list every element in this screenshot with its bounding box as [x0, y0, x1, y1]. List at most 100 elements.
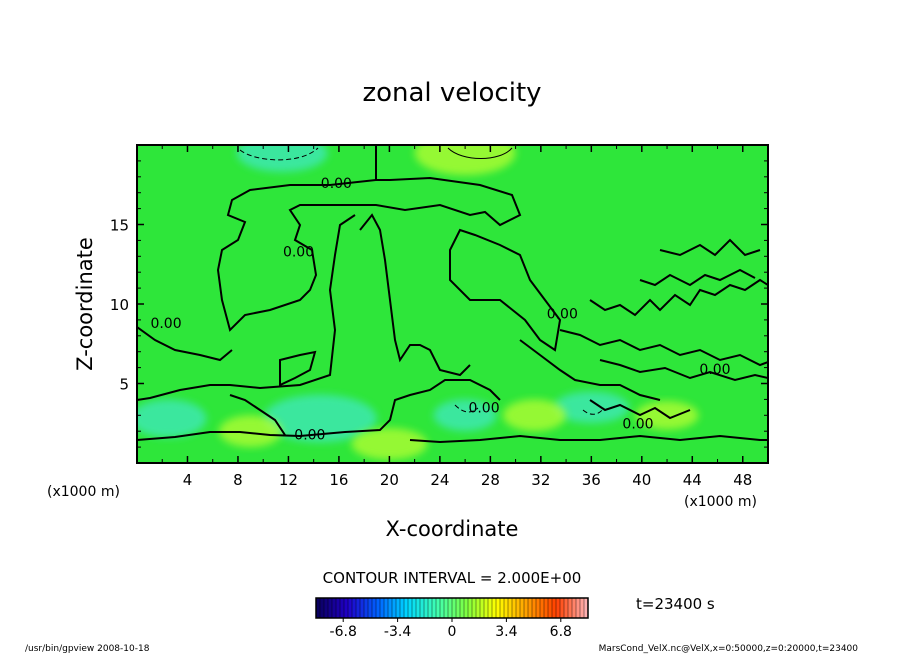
- positive-contours: [447, 147, 513, 159]
- feature-negative: [263, 394, 377, 443]
- colorbar-cell: [516, 598, 521, 618]
- x-tick-label: 12: [279, 471, 298, 489]
- contour-label: 0.00: [150, 316, 181, 332]
- colorbar-cell: [496, 598, 501, 618]
- feature-positive: [502, 399, 567, 432]
- colorbar-cell: [352, 598, 357, 618]
- colorbar-cell: [364, 598, 369, 618]
- colorbar-cell: [384, 598, 389, 618]
- colorbar-cell: [572, 598, 577, 618]
- colorbar-cell: [548, 598, 553, 618]
- colorbar-cell: [412, 598, 417, 618]
- colorbar-cell: [584, 598, 589, 618]
- colorbar-cell: [424, 598, 429, 618]
- colorbar-cell: [340, 598, 345, 618]
- colorbar-cell: [360, 598, 365, 618]
- colorbar-cell: [560, 598, 565, 618]
- contour-interval-text: CONTOUR INTERVAL = 2.000E+00: [323, 569, 582, 587]
- colorbar-cell: [540, 598, 545, 618]
- time-label: t=23400 s: [636, 595, 715, 613]
- colorbar-cell: [544, 598, 549, 618]
- colorbar-cell: [580, 598, 585, 618]
- colorbar-cell: [500, 598, 505, 618]
- colorbar-cell: [320, 598, 325, 618]
- feature-positive: [414, 145, 516, 176]
- y-axis-label: Z-coordinate: [73, 237, 97, 371]
- colorbar-cell: [456, 598, 461, 618]
- colorbar-cell: [420, 598, 425, 618]
- colorbar-tick-label: -6.8: [330, 624, 357, 640]
- x-tick-label: 24: [430, 471, 449, 489]
- zero-contours: [137, 145, 768, 444]
- colorbar-cell: [416, 598, 421, 618]
- colorbar-tick-label: 0: [448, 624, 457, 640]
- colorbar-cell: [404, 598, 409, 618]
- colorbar-tick-label: 3.4: [495, 624, 517, 640]
- contour-label: 0.00: [321, 176, 352, 192]
- feature-negative: [137, 399, 207, 438]
- colorbar-cell: [464, 598, 469, 618]
- x-tick-label: 32: [531, 471, 550, 489]
- colorbar-cell: [380, 598, 385, 618]
- x-tick-label: 28: [481, 471, 500, 489]
- colorbar-tick-label: 6.8: [550, 624, 572, 640]
- x-axis-ticks: 4 8 12 16 20 24 28 32 36 40 44 48: [161, 145, 752, 489]
- colorbar-cell: [440, 598, 445, 618]
- contour-label: 0.00: [547, 307, 578, 323]
- x-tick-label: 16: [329, 471, 348, 489]
- x-tick-label: 40: [632, 471, 651, 489]
- colorbar-cell: [408, 598, 413, 618]
- colorbar-cell: [324, 598, 329, 618]
- colorbar-cell: [388, 598, 393, 618]
- x-unit-left: (x1000 m): [47, 484, 120, 500]
- y-tick-label: 15: [110, 217, 129, 235]
- colorbar-cell: [468, 598, 473, 618]
- colorbar-cell: [444, 598, 449, 618]
- colorbar-cell: [576, 598, 581, 618]
- y-axis-ticks: 5 10 15: [110, 160, 768, 448]
- colorbar-cell: [532, 598, 537, 618]
- colorbar-cell: [508, 598, 513, 618]
- feature-negative: [553, 391, 630, 424]
- colorbar-cell: [392, 598, 397, 618]
- x-tick-label: 36: [582, 471, 601, 489]
- feature-negative: [236, 145, 328, 173]
- colorbar-cell: [488, 598, 493, 618]
- colorbar-cell: [564, 598, 569, 618]
- footer-left: /usr/bin/gpview 2008-10-18: [25, 644, 150, 654]
- velocity-features: [137, 145, 699, 460]
- colorbar-cell: [436, 598, 441, 618]
- colorbar-cell: [448, 598, 453, 618]
- x-axis-label: X-coordinate: [386, 517, 519, 541]
- colorbar-cell: [428, 598, 433, 618]
- colorbar-cell: [568, 598, 573, 618]
- colorbar-cell: [396, 598, 401, 618]
- colorbar-cell: [476, 598, 481, 618]
- colorbar-cell: [372, 598, 377, 618]
- contour-label: 0.00: [699, 362, 730, 378]
- colorbar-cell: [328, 598, 333, 618]
- colorbar-cell: [480, 598, 485, 618]
- colorbar-ticks: -6.8 -3.4 0 3.4 6.8: [330, 618, 572, 640]
- y-tick-label: 5: [119, 376, 129, 394]
- colorbar-cell: [512, 598, 517, 618]
- colorbar-cell: [556, 598, 561, 618]
- colorbar-cell: [472, 598, 477, 618]
- x-tick-label: 48: [733, 471, 752, 489]
- feature-positive: [351, 428, 428, 460]
- colorbar-cell: [316, 598, 321, 618]
- x-tick-label: 20: [380, 471, 399, 489]
- colorbar-cell: [356, 598, 361, 618]
- colorbar-cell: [432, 598, 437, 618]
- colorbar-cell: [536, 598, 541, 618]
- y-tick-label: 10: [110, 296, 129, 314]
- colorbar-cell: [368, 598, 373, 618]
- x-tick-label: 44: [683, 471, 702, 489]
- colorbar-cell: [484, 598, 489, 618]
- colorbar-cell: [348, 598, 353, 618]
- x-tick-label: 8: [233, 471, 243, 489]
- colorbar-cell: [460, 598, 465, 618]
- colorbar-cell: [552, 598, 557, 618]
- feature-negative: [433, 399, 497, 432]
